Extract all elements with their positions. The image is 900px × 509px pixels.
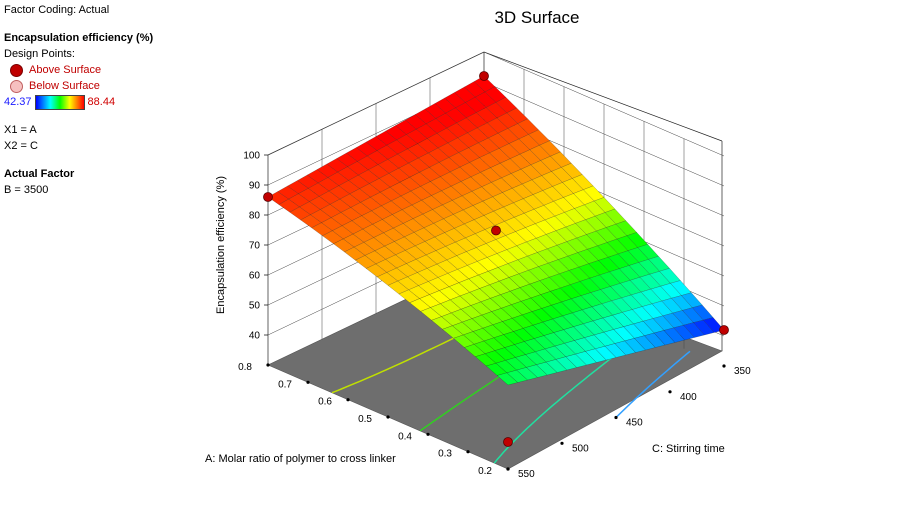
- z-tick-label: 60: [249, 271, 261, 282]
- chart-title: 3D Surface: [494, 8, 580, 27]
- a-tick-label: 0.6: [318, 397, 332, 408]
- c-tick-label: 500: [572, 443, 589, 454]
- color-scale-max: 88.44: [87, 96, 116, 108]
- z-tick-label: 70: [249, 241, 261, 252]
- c-tick-mark: [560, 441, 564, 445]
- a-tick-label: 0.2: [478, 466, 492, 477]
- c-tick-label: 550: [518, 469, 535, 480]
- a-tick-label: 0.7: [278, 379, 292, 390]
- a-tick-mark: [386, 415, 390, 419]
- a-tick-mark: [466, 450, 470, 454]
- c-tick-label: 400: [680, 392, 697, 403]
- a-tick-mark: [266, 363, 270, 367]
- a-tick-mark: [306, 380, 310, 384]
- contour-line-50: [615, 350, 691, 419]
- color-scale-min: 42.37: [4, 96, 32, 108]
- legend-above-surface: Above Surface: [4, 62, 153, 78]
- factor-x1-label: X1 = A: [4, 124, 37, 136]
- a-tick-label: 0.8: [238, 362, 252, 373]
- actual-factor-value: B = 3500: [4, 184, 49, 196]
- c-tick-mark: [668, 390, 672, 394]
- design-point-0: [263, 192, 273, 202]
- a-tick-label: 0.4: [398, 431, 412, 442]
- actual-factor-title: Actual Factor: [4, 168, 75, 180]
- design-point-1: [479, 71, 489, 81]
- legend-below-surface: Below Surface: [4, 78, 153, 94]
- c-tick-mark: [506, 467, 510, 471]
- z-tick-label: 80: [249, 211, 261, 222]
- c-tick-label: 450: [626, 418, 643, 429]
- color-scale-bar: [34, 94, 85, 110]
- above-surface-dot-icon: [10, 63, 23, 77]
- a-tick-label: 0.3: [438, 449, 452, 460]
- a-tick-mark: [346, 398, 350, 402]
- c-axis-label: C: Stirring time: [652, 443, 725, 455]
- c-tick-mark: [722, 364, 726, 368]
- z-tick-label: 40: [249, 331, 261, 342]
- z-tick-label: 100: [243, 151, 260, 162]
- c-tick-label: 350: [734, 366, 751, 377]
- z-axis-label: Encapsulation efficiency (%): [215, 176, 227, 314]
- below-surface-label: Below Surface: [29, 80, 100, 92]
- design-point-3: [503, 437, 513, 447]
- factor-x2-label: X2 = C: [4, 140, 38, 152]
- a-tick-label: 0.5: [358, 414, 372, 425]
- factor-coding-label: Factor Coding: Actual: [4, 4, 110, 16]
- z-tick-label: 50: [249, 301, 261, 312]
- design-point-2: [719, 325, 729, 335]
- a-axis-label: A: Molar ratio of polymer to cross linke…: [205, 453, 396, 465]
- below-surface-dot-icon: [10, 79, 23, 93]
- legend-panel: Factor Coding: Actual Encapsulation effi…: [4, 2, 153, 198]
- design-points-label: Design Points:: [4, 48, 75, 60]
- response-title: Encapsulation efficiency (%): [4, 32, 154, 44]
- above-surface-label: Above Surface: [29, 64, 102, 76]
- a-tick-mark: [426, 432, 430, 436]
- design-point-4: [491, 225, 501, 236]
- color-scale: 42.37 88.44: [4, 94, 153, 110]
- c-tick-mark: [614, 415, 618, 420]
- z-tick-label: 90: [249, 181, 261, 192]
